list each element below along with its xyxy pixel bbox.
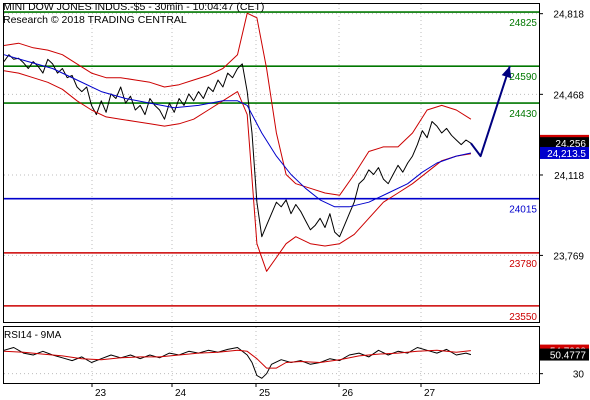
rsi-price-tag-bg	[540, 348, 589, 361]
rsi-price-tag: 50.4777	[540, 348, 589, 362]
main-price-tag-bg	[540, 146, 589, 159]
copyright-text: Research © 2018 TRADING CENTRAL	[3, 14, 187, 26]
level-label-24825: 24825	[509, 18, 537, 29]
x-tick-label: 25	[259, 388, 271, 399]
main-series-projection-arrow	[470, 65, 511, 158]
x-tick-label: 24	[175, 388, 187, 399]
main-price-tag: 24,213.5	[540, 146, 589, 160]
rsi-y-axis-ticks: 30	[539, 370, 584, 381]
main-y-tick-label: 24,468	[553, 90, 584, 101]
main-price-tag-bg	[540, 137, 589, 150]
main-panel-border	[3, 3, 540, 323]
main-y-tick-label: 23,769	[553, 251, 584, 262]
rsi-y-tick-label: 30	[573, 370, 585, 381]
main-series-bollinger-lower	[3, 70, 471, 272]
main-y-tick-label: 24,118	[554, 171, 584, 182]
main-price-tag-label: 24,256	[555, 139, 586, 150]
main-price-tag: 24,256	[540, 137, 589, 150]
main-series-bollinger-upper	[3, 12, 472, 196]
level-label-24590: 24590	[509, 72, 537, 83]
rsi-price-tag-label: 50.4777	[550, 351, 587, 362]
level-label-24015: 24015	[509, 205, 537, 216]
price-series	[3, 12, 512, 272]
x-axis-ticks: 23 24 25 26 27	[91, 383, 436, 399]
main-series-price	[3, 54, 472, 238]
main-price-tag-label: 24,213.5	[547, 149, 586, 160]
rsi-panel-border	[3, 326, 540, 384]
rsi-tags: 54.722850.4777	[540, 344, 589, 362]
level-lines: 24825 24590 24430 24015 23780 23550	[4, 11, 539, 323]
rsi-series-rsi-ma	[3, 349, 471, 369]
rsi-series	[3, 347, 472, 379]
level-label-23550: 23550	[509, 312, 537, 323]
main-grid	[4, 4, 539, 322]
x-tick-label: 26	[342, 388, 354, 399]
level-label-24430: 24430	[509, 109, 537, 120]
main-y-tick-label: 24,818	[553, 10, 584, 21]
chart-title: MINI DOW JONES INDUS.-$5 - 30min - 10:04…	[3, 1, 265, 13]
x-tick-label: 27	[424, 388, 436, 399]
rsi-grid	[4, 327, 539, 383]
main-series-moving-average	[3, 54, 472, 208]
rsi-title: RSI14 - 9MA	[4, 330, 62, 341]
x-tick-label: 23	[95, 388, 107, 399]
projection-arrow-head	[501, 66, 512, 79]
level-label-23780: 23780	[509, 259, 537, 270]
